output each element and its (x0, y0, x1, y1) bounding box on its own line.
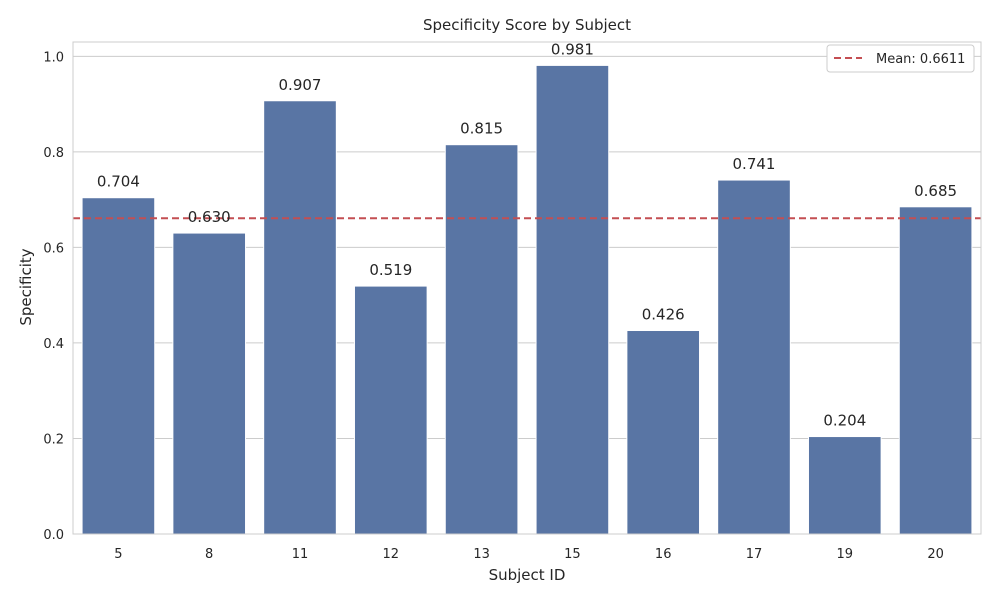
data-label: 0.815 (460, 120, 503, 138)
x-tick-label: 8 (205, 547, 213, 562)
bar-subject-13 (444, 144, 519, 535)
chart-title: Specificity Score by Subject (423, 16, 631, 34)
data-label: 0.685 (914, 182, 957, 200)
y-tick-label: 0.6 (43, 241, 64, 256)
bar-subject-5 (81, 197, 156, 535)
x-tick-label: 17 (746, 547, 763, 562)
x-tick-label: 11 (292, 547, 309, 562)
bar-subject-20 (898, 206, 973, 535)
data-label: 0.630 (188, 208, 231, 226)
y-tick-label: 0.4 (43, 337, 64, 352)
legend-box (826, 44, 975, 73)
x-tick-label: 15 (564, 547, 581, 562)
y-tick-label: 0.0 (43, 528, 64, 543)
ticks-layer: 0.0 0.2 0.4 0.6 0.8 1.0 5 8 11 12 13 15 16 17 19 20 (43, 50, 944, 562)
x-tick-label: 19 (837, 547, 854, 562)
plot-frame (72, 41, 982, 535)
data-label: 0.981 (551, 40, 594, 58)
bars-layer (81, 64, 973, 535)
x-tick-label: 5 (114, 547, 122, 562)
x-tick-label: 20 (927, 547, 944, 562)
bar-subject-11 (263, 100, 337, 535)
y-tick-label: 0.8 (43, 146, 64, 161)
bar-subject-16 (626, 330, 701, 535)
bar-subject-15 (535, 64, 610, 535)
x-tick-label: 12 (383, 547, 400, 562)
x-tick-label: 16 (655, 547, 672, 562)
data-label: 0.204 (823, 412, 866, 430)
bar-subject-12 (353, 285, 428, 535)
bar-subject-19 (807, 436, 882, 535)
data-label: 0.907 (279, 76, 322, 94)
legend: Mean: 0.6611 (826, 44, 975, 73)
bar-subject-8 (172, 232, 247, 535)
data-labels-layer: 0.704 0.630 0.907 0.519 0.815 0.981 0.426 0.741… (97, 40, 957, 429)
y-tick-label: 0.2 (43, 432, 64, 447)
data-label: 0.704 (97, 173, 140, 191)
legend-mean-label: Mean: 0.6611 (876, 52, 965, 67)
data-label: 0.426 (642, 306, 685, 324)
y-axis-label: Specificity (17, 248, 35, 325)
x-axis-label: Subject ID (489, 566, 566, 584)
data-label: 0.519 (369, 261, 412, 279)
data-label: 0.741 (733, 155, 776, 173)
y-tick-label: 1.0 (43, 50, 64, 65)
bar-subject-17 (717, 179, 791, 535)
x-tick-label: 13 (473, 547, 490, 562)
